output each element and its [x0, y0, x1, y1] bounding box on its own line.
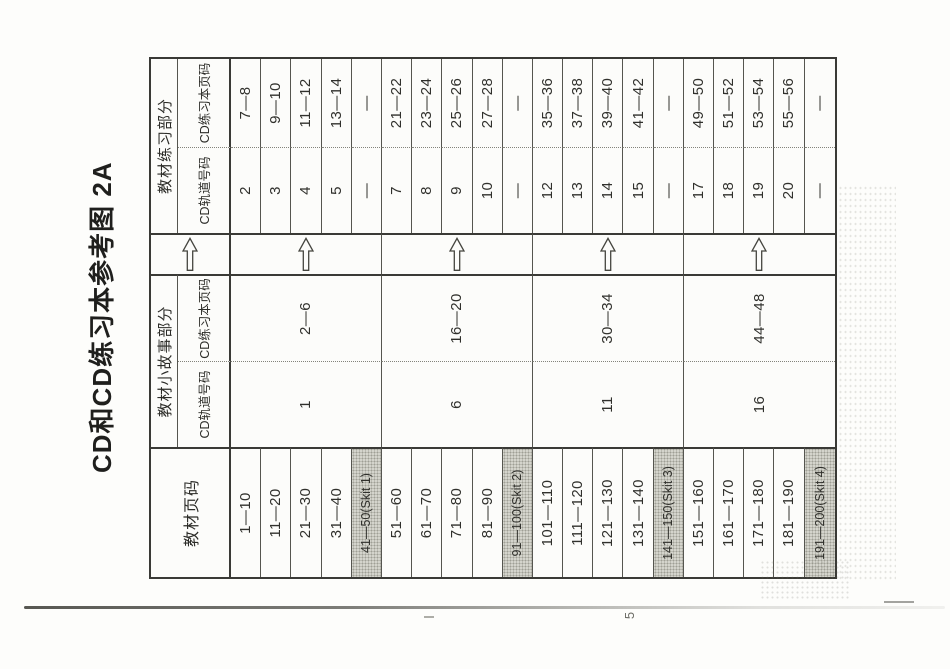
page-title: CD和CD练习本参考图 2A [87, 161, 117, 473]
workbook-page-cell: 51—52 [714, 59, 745, 147]
group-arrow-cell [532, 233, 684, 274]
cd-track-cell: 13 [563, 147, 594, 233]
page-range-cell: 151—160 [683, 447, 714, 577]
cd-track-cell: 5 [321, 147, 352, 233]
story-workbook-pages-cell: 2—6 [231, 274, 382, 361]
page-range-cell: 111—120 [563, 447, 594, 577]
story-track-cell: 1 [231, 361, 382, 447]
workbook-page-cell: 55—56 [774, 59, 805, 147]
workbook-page-cell: — [351, 59, 382, 147]
cd-track-cell: 8 [412, 147, 443, 233]
workbook-page-cell: 53—54 [744, 59, 775, 147]
scan-dash-mark [424, 616, 434, 618]
page-range-cell: 71—80 [442, 447, 473, 577]
cd-track-cell: — [653, 147, 684, 233]
scan-noise-bottom [760, 560, 850, 600]
workbook-page-cell: 39—40 [593, 59, 624, 147]
page-range-cell: 11—20 [261, 447, 292, 577]
workbook-page-cell: 35—36 [532, 59, 564, 147]
page-range-cell: 161—170 [714, 447, 745, 577]
workbook-page-cell: 11—12 [291, 59, 322, 147]
right-block-arrow-icon [599, 237, 616, 272]
page-range-cell: 81—90 [472, 447, 503, 577]
cd-track-cell: 2 [231, 147, 262, 233]
story-workbook-pages-cell: 30—34 [532, 274, 684, 361]
scan-edge-streak [24, 606, 945, 609]
story-track-cell: 16 [683, 361, 835, 447]
workbook-page-cell: 25—26 [442, 59, 473, 147]
header-story-workbook: CD练习本页码 [178, 274, 231, 361]
right-block-arrow-icon [751, 237, 768, 272]
page-range-cell: 131—140 [623, 447, 654, 577]
cd-track-cell: 10 [472, 147, 503, 233]
story-workbook-pages-cell: 44—48 [683, 274, 835, 361]
cd-track-cell: 15 [623, 147, 654, 233]
workbook-page-cell: 41—42 [623, 59, 654, 147]
scan-streak-fragment [884, 601, 914, 603]
right-block-arrow-icon [297, 237, 314, 272]
group-arrow-cell [381, 233, 533, 274]
page-range-cell: 171—180 [744, 447, 775, 577]
header-arrow-cell [151, 233, 231, 274]
group-arrow-cell [683, 233, 835, 274]
workbook-page-cell: 49—50 [683, 59, 714, 147]
header-story-track: CD轨道号码 [178, 361, 231, 447]
page-range-cell: 61—70 [412, 447, 443, 577]
header-exercise-track: CD轨道号码 [178, 147, 231, 233]
header-exercise-section: 教材练习部分 [151, 59, 178, 233]
page-range-cell: 181—190 [774, 447, 805, 577]
workbook-page-cell: 13—14 [321, 59, 352, 147]
cd-track-cell: 20 [774, 147, 805, 233]
page-range-cell: 101—110 [532, 447, 564, 577]
page-range-cell: 121—130 [593, 447, 624, 577]
cd-track-cell: — [502, 147, 533, 233]
page-range-cell: 41—50(Skit 1) [351, 447, 382, 577]
header-story-section: 教材小故事部分 [151, 274, 178, 447]
cd-track-cell: 17 [683, 147, 714, 233]
page-range-cell: 191—200(Skit 4) [804, 447, 835, 577]
story-track-cell: 6 [381, 361, 533, 447]
story-track-cell: 11 [532, 361, 684, 447]
story-workbook-pages-cell: 16—20 [381, 274, 533, 361]
workbook-page-cell: 23—24 [412, 59, 443, 147]
workbook-page-cell: 27—28 [472, 59, 503, 147]
workbook-page-cell: 21—22 [381, 59, 413, 147]
cd-track-cell: 18 [714, 147, 745, 233]
workbook-page-cell: 7—8 [231, 59, 262, 147]
cd-track-cell: 7 [381, 147, 413, 233]
workbook-page-cell: 37—38 [563, 59, 594, 147]
page-range-cell: 1—10 [231, 447, 262, 577]
right-block-arrow-icon [448, 237, 465, 272]
page-range-cell: 91—100(Skit 2) [502, 447, 533, 577]
cd-track-cell: 14 [593, 147, 624, 233]
page-range-cell: 51—60 [381, 447, 413, 577]
workbook-page-cell: 9—10 [261, 59, 292, 147]
page-range-cell: 141—150(Skit 3) [653, 447, 684, 577]
workbook-page-cell: — [811, 95, 829, 111]
cd-track-cell: — [804, 147, 835, 233]
cd-track-cell: — [351, 147, 382, 233]
header-exercise-workbook: CD练习本页码 [178, 59, 231, 147]
cd-track-cell: 4 [291, 147, 322, 233]
cd-track-cell: 9 [442, 147, 473, 233]
cd-reference-table: 教材页码 教材小故事部分 CD轨道号码 CD练习本页码 教材练习部分 CD轨道号… [149, 57, 837, 579]
cd-track-cell: 3 [261, 147, 292, 233]
page-range-cell: 31—40 [321, 447, 352, 577]
workbook-page-cell: — [502, 59, 533, 147]
workbook-page-cell: — [653, 59, 684, 147]
scan-noise-right [838, 185, 896, 580]
cd-track-cell: 12 [532, 147, 564, 233]
page-number-mark: 5 [622, 611, 638, 620]
group-arrow-cell [231, 233, 382, 274]
right-block-arrow-icon [182, 237, 198, 272]
cd-track-cell: 19 [744, 147, 775, 233]
page-range-cell: 21—30 [291, 447, 322, 577]
header-page-column: 教材页码 [151, 447, 231, 577]
